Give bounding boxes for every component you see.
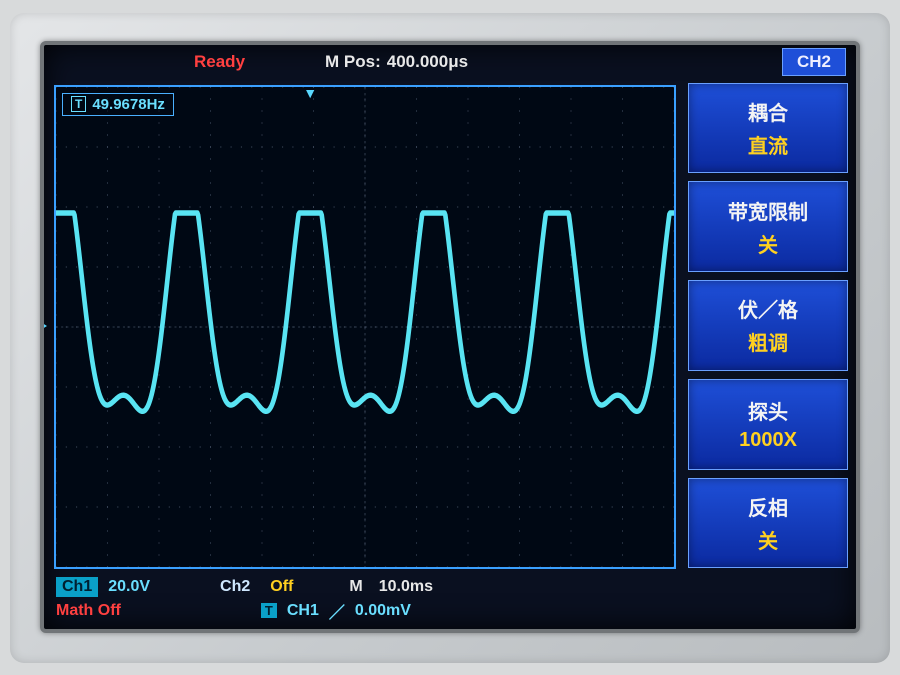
menu-label: 反相 — [748, 492, 788, 521]
menu-value: 1000X — [739, 429, 797, 452]
acquisition-status: Ready — [194, 52, 245, 72]
bottom-status-bar: Ch1 20.0V Ch2 Off M 10.0ms Math Off T CH… — [44, 573, 856, 629]
bottom-row-2: Math Off T CH1 ／ 0.00mV — [56, 599, 844, 623]
instrument-bezel: Ready M Pos: 400.000μs CH2 1 ▼ T 49.9678… — [10, 13, 890, 663]
trigger-position-icon: ▼ — [303, 85, 317, 101]
ch1-ground-marker-icon: 1 — [40, 320, 47, 332]
menu-value: 直流 — [748, 130, 788, 159]
top-status-bar: Ready M Pos: 400.000μs CH2 — [44, 45, 856, 79]
mpos-label: M Pos: — [325, 52, 381, 72]
lcd-screen: Ready M Pos: 400.000μs CH2 1 ▼ T 49.9678… — [40, 41, 860, 633]
menu-invert[interactable]: 反相 关 — [688, 478, 848, 569]
timebase-tag: M — [349, 578, 362, 596]
ch2-tag: Ch2 — [220, 578, 250, 596]
mpos-value: 400.000μs — [387, 52, 468, 72]
trigger-level: 0.00mV — [355, 602, 411, 620]
menu-bw-limit[interactable]: 带宽限制 关 — [688, 181, 848, 272]
menu-value: 粗调 — [748, 327, 788, 356]
trigger-slope-icon: ／ — [329, 599, 345, 623]
frequency-value: 49.9678Hz — [92, 96, 165, 113]
bottom-row-1: Ch1 20.0V Ch2 Off M 10.0ms — [56, 577, 844, 597]
menu-label: 伏／格 — [738, 294, 798, 323]
active-channel-indicator: CH2 — [782, 48, 846, 76]
ch1-volts-div: 20.0V — [108, 578, 150, 596]
timebase-value: 10.0ms — [379, 578, 433, 596]
graticule-container: 1 ▼ T 49.9678Hz — [44, 79, 684, 573]
menu-label: 带宽限制 — [728, 196, 808, 225]
main-row: 1 ▼ T 49.9678Hz 耦合 直流 带宽限制 关 — [44, 79, 856, 573]
menu-label: 耦合 — [748, 97, 788, 126]
math-state: Math Off — [56, 602, 121, 620]
ch2-state: Off — [270, 578, 293, 596]
softkey-menu: 耦合 直流 带宽限制 关 伏／格 粗调 探头 1000X 反相 关 — [684, 79, 856, 573]
menu-label: 探头 — [748, 396, 788, 425]
menu-value: 关 — [758, 525, 778, 554]
menu-value: 关 — [758, 229, 778, 258]
waveform-canvas — [56, 87, 674, 567]
frequency-readout: T 49.9678Hz — [62, 93, 174, 116]
period-icon: T — [71, 96, 86, 112]
trigger-source: CH1 — [287, 602, 319, 620]
menu-coupling[interactable]: 耦合 直流 — [688, 83, 848, 174]
waveform-graticule[interactable]: ▼ T 49.9678Hz — [54, 85, 676, 569]
ch1-tag: Ch1 — [56, 577, 98, 597]
menu-probe[interactable]: 探头 1000X — [688, 379, 848, 470]
trigger-icon: T — [261, 603, 277, 618]
menu-volts-div[interactable]: 伏／格 粗调 — [688, 280, 848, 371]
